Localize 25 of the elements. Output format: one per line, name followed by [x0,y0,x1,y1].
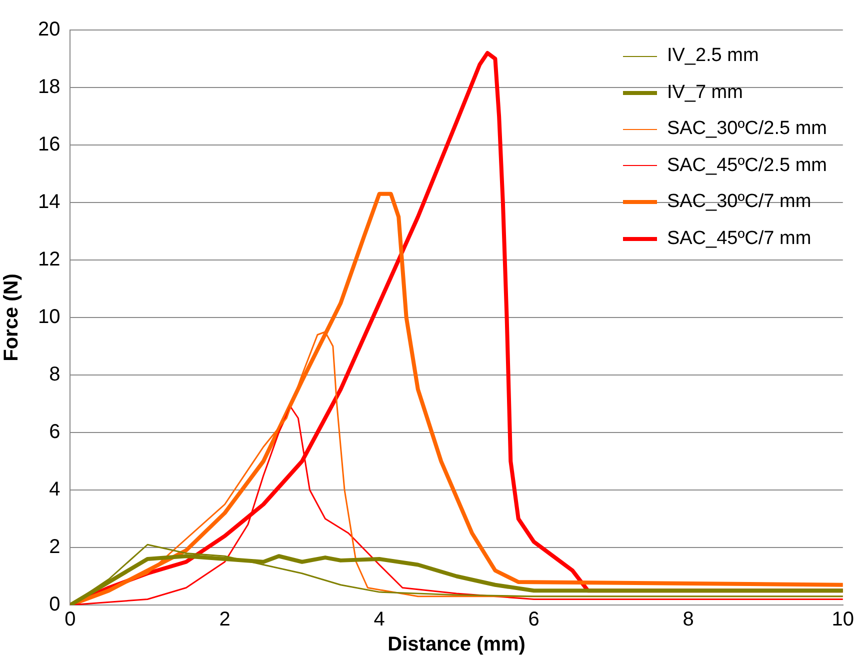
y-tick-label: 4 [49,478,60,501]
legend-label: IV_7 mm [666,82,743,104]
y-tick-label: 10 [38,306,60,328]
x-tick-label: 2 [219,608,230,631]
y-tick-label: 18 [38,76,60,98]
legend-label: SAC_30ºC/7 mm [666,191,812,214]
y-tick-label: 0 [49,594,60,616]
x-tick-label: 0 [64,608,76,631]
x-tick-label: 4 [374,608,385,631]
y-tick-label: 16 [38,134,60,156]
y-tick-label: 14 [38,191,60,214]
legend-label: IV_2.5 mm [666,45,759,68]
x-tick-label: 6 [528,608,540,631]
x-tick-label: 8 [682,608,694,631]
legend-label: SAC_30ºC/2.5 mm [666,118,827,140]
y-tick-label: 2 [49,536,60,558]
y-tick-label: 6 [49,421,60,444]
legend-label: SAC_45ºC/2.5 mm [666,154,827,177]
y-tick-label: 8 [49,364,60,386]
x-axis-title: Distance (mm) [388,634,526,656]
x-tick-label: 10 [832,608,854,631]
y-tick-label: 20 [38,18,60,41]
legend-label: SAC_45ºC/7 mm [666,228,812,250]
y-tick-label: 12 [38,248,60,271]
y-axis-title: Force (N) [0,274,23,362]
